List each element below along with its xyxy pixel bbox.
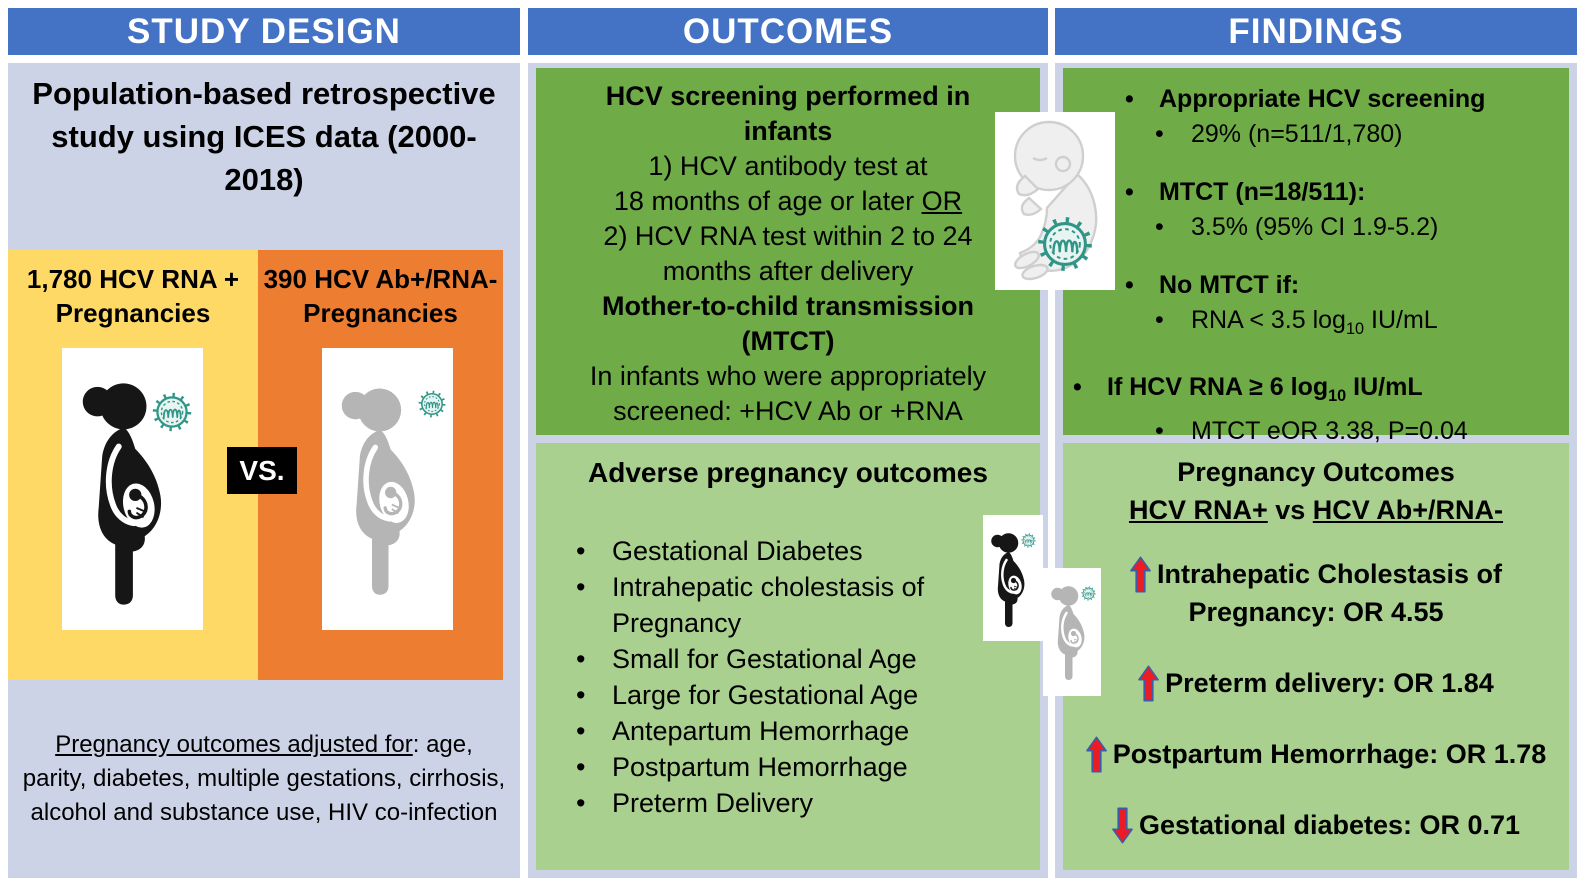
hcv-virus-icon <box>152 392 192 432</box>
header-outcomes: OUTCOMES <box>528 8 1048 55</box>
versus-badge: VS. <box>227 447 297 494</box>
adjustment-note-rest: : age, parity, diabetes, multiple gestat… <box>22 731 506 826</box>
list-item: Intrahepatic cholestasis of Pregnancy <box>576 569 976 641</box>
screening-item1-line1: 1) HCV antibody test at <box>648 151 928 181</box>
study-design-title: Population-based retrospective study usi… <box>32 76 496 197</box>
cohort-hcv-ab-positive-rna-negative-label: 390 HCV Ab+/RNA- Pregnancies <box>263 264 498 328</box>
or-emphasis: OR <box>921 186 963 216</box>
hcv-virus-icon <box>1021 533 1036 548</box>
mtct-title-line1: Mother-to-child transmission <box>601 291 974 321</box>
outcome-gestational-diabetes: Gestational diabetes: OR 0.71 <box>1063 806 1569 844</box>
increase-arrow-icon <box>1130 556 1151 593</box>
fetus-figure <box>995 112 1115 290</box>
small-pregnant-woman-figure-gray <box>1043 568 1101 696</box>
list-item: Gestational Diabetes <box>576 533 976 569</box>
pregnancy-outcomes-title: Pregnancy Outcomes <box>1177 457 1455 487</box>
header-study-design: STUDY DESIGN <box>8 8 520 55</box>
screening-title-line2: infants <box>743 116 833 146</box>
adjustment-note: Pregnancy outcomes adjusted for: age, pa… <box>22 728 506 830</box>
header-findings-label: FINDINGS <box>1228 11 1404 51</box>
finding-no-mtct-sub: RNA < 3.5 log10 IU/mL <box>1063 303 1569 347</box>
hcv-screening-definition-box: HCV screening performed in infants 1) HC… <box>536 68 1040 435</box>
pregnancy-outcomes-results-box: Pregnancy Outcomes HCV RNA+ vs HCV Ab+/R… <box>1063 443 1569 870</box>
cohort-hcv-rna-positive-label: 1,780 HCV RNA + Pregnancies <box>26 264 240 328</box>
outcome-cholestasis-line2: Pregnancy: OR 4.55 <box>1188 597 1444 627</box>
header-study-design-label: STUDY DESIGN <box>127 11 401 51</box>
finding-mtct-main: MTCT (n=18/511): <box>1063 175 1569 210</box>
outcome-preterm: Preterm delivery: OR 1.84 <box>1063 664 1569 702</box>
header-outcomes-label: OUTCOMES <box>682 11 894 51</box>
list-item: Antepartum Hemorrhage <box>576 713 976 749</box>
finding-screening-sub: 29% (n=511/1,780) <box>1063 117 1569 152</box>
list-item: Large for Gestational Age <box>576 677 976 713</box>
finding-high-rna-sub: MTCT eOR 3.38, P=0.04 <box>1063 414 1569 449</box>
list-item: Preterm Delivery <box>576 785 976 821</box>
increase-arrow-icon <box>1138 665 1159 702</box>
screening-title-line1: HCV screening performed in <box>605 81 971 111</box>
pregnancy-outcomes-comparison: HCV RNA+ vs HCV Ab+/RNA- <box>1128 495 1504 525</box>
hcv-virus-icon <box>1037 216 1093 272</box>
finding-no-mtct-main: No MTCT if: <box>1063 268 1569 303</box>
header-findings: FINDINGS <box>1055 8 1577 55</box>
mtct-desc-line1: In infants who were appropriately <box>589 361 987 391</box>
screening-item1-line2: 18 months of age or later OR <box>613 186 963 216</box>
decrease-arrow-icon <box>1112 807 1133 844</box>
pregnant-woman-figure-black <box>62 348 203 630</box>
mtct-desc-line2: screened: +HCV Ab or +RNA <box>613 396 963 426</box>
finding-high-rna-main: If HCV RNA ≥ 6 log10 IU/mL <box>1063 370 1569 414</box>
cohort-hcv-rna-positive: 1,780 HCV RNA + Pregnancies <box>8 250 258 680</box>
adjustment-note-underlined: Pregnancy outcomes adjusted for <box>55 731 413 758</box>
screening-findings-box: Appropriate HCV screening 29% (n=511/1,7… <box>1063 68 1569 449</box>
finding-mtct-sub: 3.5% (95% CI 1.9-5.2) <box>1063 210 1569 245</box>
list-item: Postpartum Hemorrhage <box>576 749 976 785</box>
adverse-outcomes-list: Gestational Diabetes Intrahepatic choles… <box>536 533 1040 821</box>
outcome-cholestasis: Intrahepatic Cholestasis of <box>1063 555 1569 593</box>
list-item: Small for Gestational Age <box>576 641 976 677</box>
finding-screening-main: Appropriate HCV screening <box>1063 82 1569 117</box>
increase-arrow-icon <box>1086 736 1107 773</box>
hcv-virus-icon <box>418 390 446 418</box>
adverse-outcomes-title: Adverse pregnancy outcomes <box>588 457 988 488</box>
screening-item2-line1: 2) HCV RNA test within 2 to 24 <box>603 221 973 251</box>
adverse-outcomes-box: Adverse pregnancy outcomes Gestational D… <box>536 443 1040 870</box>
pregnant-woman-figure-gray <box>322 348 453 630</box>
small-pregnant-woman-figure-black <box>983 515 1043 641</box>
mtct-title-line2: (MTCT) <box>741 326 835 356</box>
outcome-postpartum-hemorrhage: Postpartum Hemorrhage: OR 1.78 <box>1063 735 1569 773</box>
screening-item2-line2: months after delivery <box>662 256 914 286</box>
hcv-virus-icon <box>1081 586 1096 601</box>
